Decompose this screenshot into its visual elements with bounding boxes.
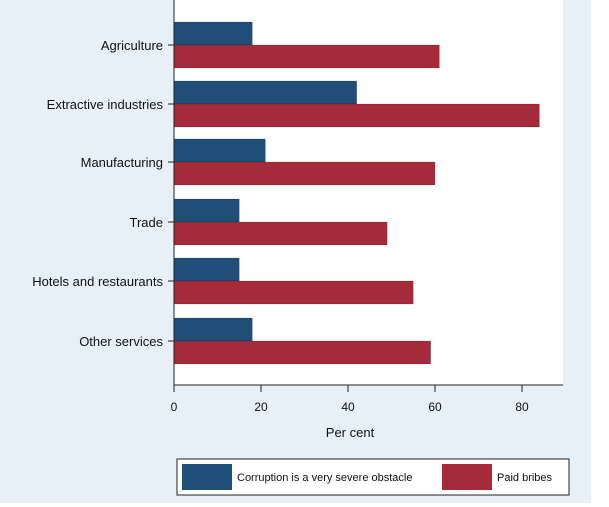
x-axis-ticks: 0 20 40 60 80 [171, 385, 529, 414]
legend-label-paid-bribes: Paid bribes [497, 472, 553, 484]
bar-paid-bribes-3 [173, 221, 388, 246]
x-tick-label: 0 [171, 400, 178, 414]
chart-figure: Agriculture Extractive industries Manufact… [0, 0, 591, 503]
x-tick-label: 40 [341, 400, 355, 414]
bar-paid-bribes-1 [173, 103, 540, 128]
legend: Corruption is a very severe obstacle Pai… [176, 458, 570, 496]
bar-chart: Agriculture Extractive industries Manufact… [32, 0, 570, 496]
bar-corruption-3 [173, 198, 240, 223]
category-label: Manufacturing [81, 155, 163, 170]
bar-paid-bribes-0 [173, 44, 440, 69]
x-tick-label: 20 [254, 400, 268, 414]
x-axis-title: Per cent [326, 425, 375, 440]
bar-corruption-0 [173, 21, 253, 46]
category-label: Extractive industries [47, 97, 164, 112]
category-label: Agriculture [101, 38, 163, 53]
category-labels: Agriculture Extractive industries Manufact… [32, 38, 174, 349]
category-label: Other services [79, 334, 163, 349]
legend-box [176, 458, 570, 496]
legend-label-corruption: Corruption is a very severe obstacle [237, 472, 412, 484]
x-tick-label: 80 [515, 400, 529, 414]
category-label: Trade [130, 215, 163, 230]
legend-swatch-corruption [182, 464, 232, 490]
x-tick-label: 60 [428, 400, 442, 414]
bar-corruption-2 [173, 138, 266, 163]
legend-swatch-paid-bribes [442, 464, 492, 490]
bar-paid-bribes-5 [173, 340, 431, 365]
bar-corruption-1 [173, 80, 357, 105]
category-label: Hotels and restaurants [32, 274, 163, 289]
bar-corruption-5 [173, 317, 253, 342]
bar-paid-bribes-2 [173, 161, 436, 186]
bar-corruption-4 [173, 257, 240, 282]
bar-paid-bribes-4 [173, 280, 414, 305]
